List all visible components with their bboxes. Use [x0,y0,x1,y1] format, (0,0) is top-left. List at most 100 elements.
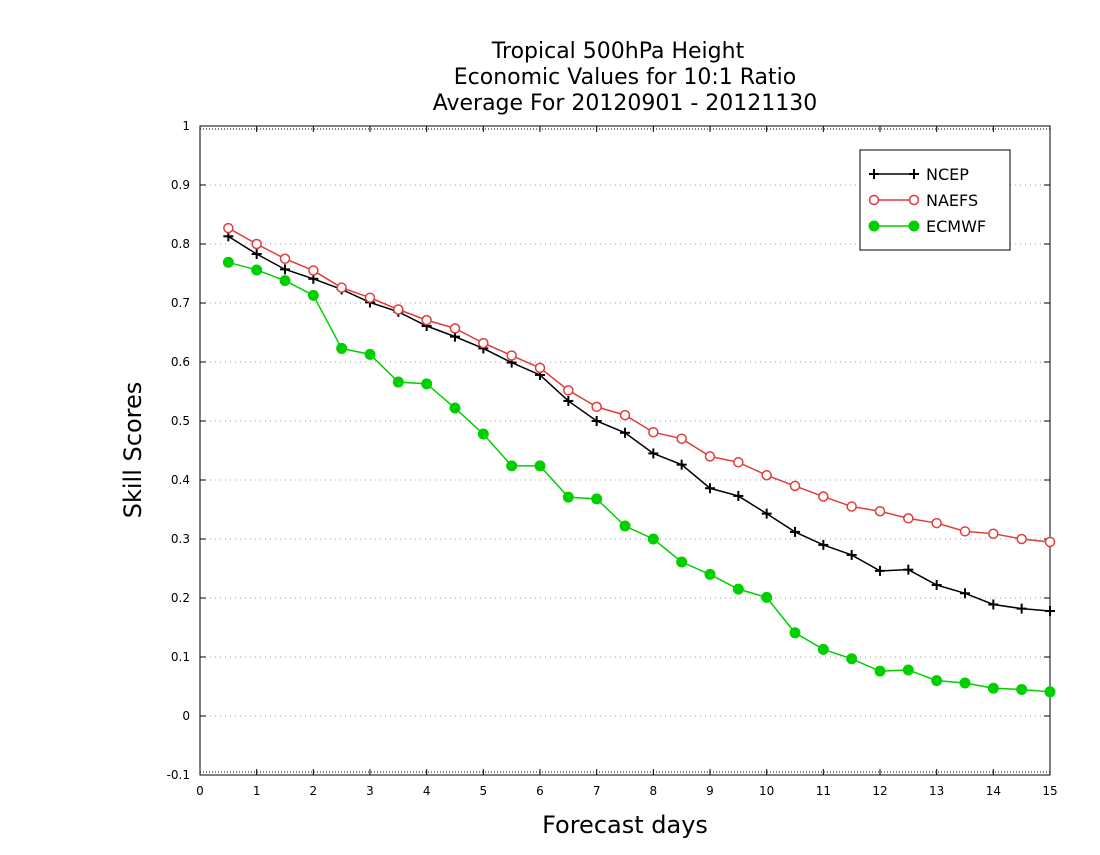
data-point-ecmwf [591,493,603,505]
data-point-ecmwf [959,677,971,689]
data-point-naefs [704,451,716,462]
data-point-ncep [591,416,602,426]
x-tick-label: 5 [480,784,488,798]
data-point-ncep [790,526,800,537]
data-point-naefs [591,401,602,413]
data-point-ncep [676,459,687,470]
chart-title-line-2: Economic Values for 10:1 Ratio [454,65,796,90]
data-point-ecmwf [307,289,319,301]
x-tick-label: 4 [423,784,431,798]
y-tick-label: 0.5 [171,414,190,428]
data-point-ecmwf [449,402,461,414]
x-tick-label: 6 [536,784,544,798]
data-point-naefs [393,304,404,315]
y-tick-label: 0.3 [171,532,190,546]
data-point-ecmwf [534,460,546,472]
data-point-ncep [846,549,857,560]
data-point-ncep [931,580,942,591]
data-point-ecmwf [732,583,744,595]
data-point-ecmwf [1044,686,1056,698]
data-point-naefs [789,480,801,492]
data-point-naefs [506,350,517,361]
y-axis-label: Skill Scores [119,382,147,519]
data-point-naefs [733,457,744,468]
data-point-naefs [959,526,971,537]
legend-marker [909,169,919,179]
y-tick-label: 0.8 [171,237,190,251]
data-point-ecmwf [222,256,234,268]
legend-label: NCEP [926,165,969,184]
data-point-ncep [903,564,914,575]
data-point-ecmwf [506,460,518,472]
data-point-naefs [251,238,262,250]
data-point-ecmwf [846,653,858,665]
data-point-ncep [960,588,970,599]
data-point-naefs [648,426,659,438]
data-point-ncep [733,490,744,501]
data-point-ecmwf [902,664,914,676]
y-tick-label: 0.4 [171,473,190,487]
y-tick-label: -0.1 [167,768,190,782]
x-tick-label: 9 [706,784,714,798]
legend-item-ncep: NCEP [869,165,969,184]
x-tick-label: 3 [366,784,374,798]
data-point-ncep [705,483,715,494]
series-naefs [223,222,1056,548]
data-point-naefs [563,385,574,396]
data-point-ncep [280,264,290,275]
data-point-naefs [279,253,291,264]
grid-lines [200,184,1050,717]
y-tick-label: 0 [182,709,190,723]
data-point-naefs [903,513,914,524]
data-point-ncep [875,565,885,576]
series-line-naefs [227,227,1051,543]
x-tick-label: 15 [1042,784,1057,798]
legend-marker [869,169,879,179]
data-point-naefs [1016,533,1027,545]
data-point-ecmwf [761,591,773,603]
data-point-naefs [1044,536,1056,548]
y-tick-label: 0.1 [171,650,190,664]
data-point-ecmwf [619,520,631,532]
legend-marker [908,194,920,206]
data-point-ecmwf [647,533,659,545]
data-point-naefs [874,506,886,517]
data-point-ncep [761,508,772,519]
x-tick-label: 13 [929,784,944,798]
series-line-ecmwf [228,261,1051,693]
x-tick-label: 0 [196,784,204,798]
x-tick-label: 11 [816,784,831,798]
x-tick-label: 12 [872,784,887,798]
data-point-ecmwf [704,568,716,580]
y-tick-label: 0.7 [171,296,190,310]
data-point-naefs [336,282,347,293]
x-tick-label: 8 [650,784,658,798]
data-point-naefs [988,528,999,539]
x-axis-label: Forecast days [542,811,708,839]
legend-item-naefs: NAEFS [868,191,978,210]
data-point-naefs [364,292,376,303]
x-tick-label: 2 [310,784,318,798]
data-point-naefs [931,517,942,529]
data-point-naefs [421,314,432,326]
plot-frame [199,125,1051,776]
data-point-ncep [818,539,829,550]
legend: NCEP NAEFS ECMWF [859,149,1011,251]
data-point-ecmwf [987,682,999,694]
series-line-ncep [227,235,1051,612]
data-point-ncep [1016,603,1027,614]
data-point-naefs [223,222,234,234]
data-point-ncep [563,395,574,406]
legend-label: NAEFS [926,191,978,210]
legend-marker [868,194,880,206]
axes [199,125,1051,776]
legend-marker [868,220,880,232]
y-axis-ticks: -0.1 0 0.1 0.2 0.3 0.4 0.5 0.6 0.7 0.8 0.9 1 [167,119,1050,782]
data-point-naefs [308,265,319,276]
series-ncep [223,231,1055,616]
data-point-naefs [846,501,857,512]
data-point-ecmwf [251,264,263,276]
x-tick-label: 1 [253,784,261,798]
data-point-ecmwf [477,428,489,440]
